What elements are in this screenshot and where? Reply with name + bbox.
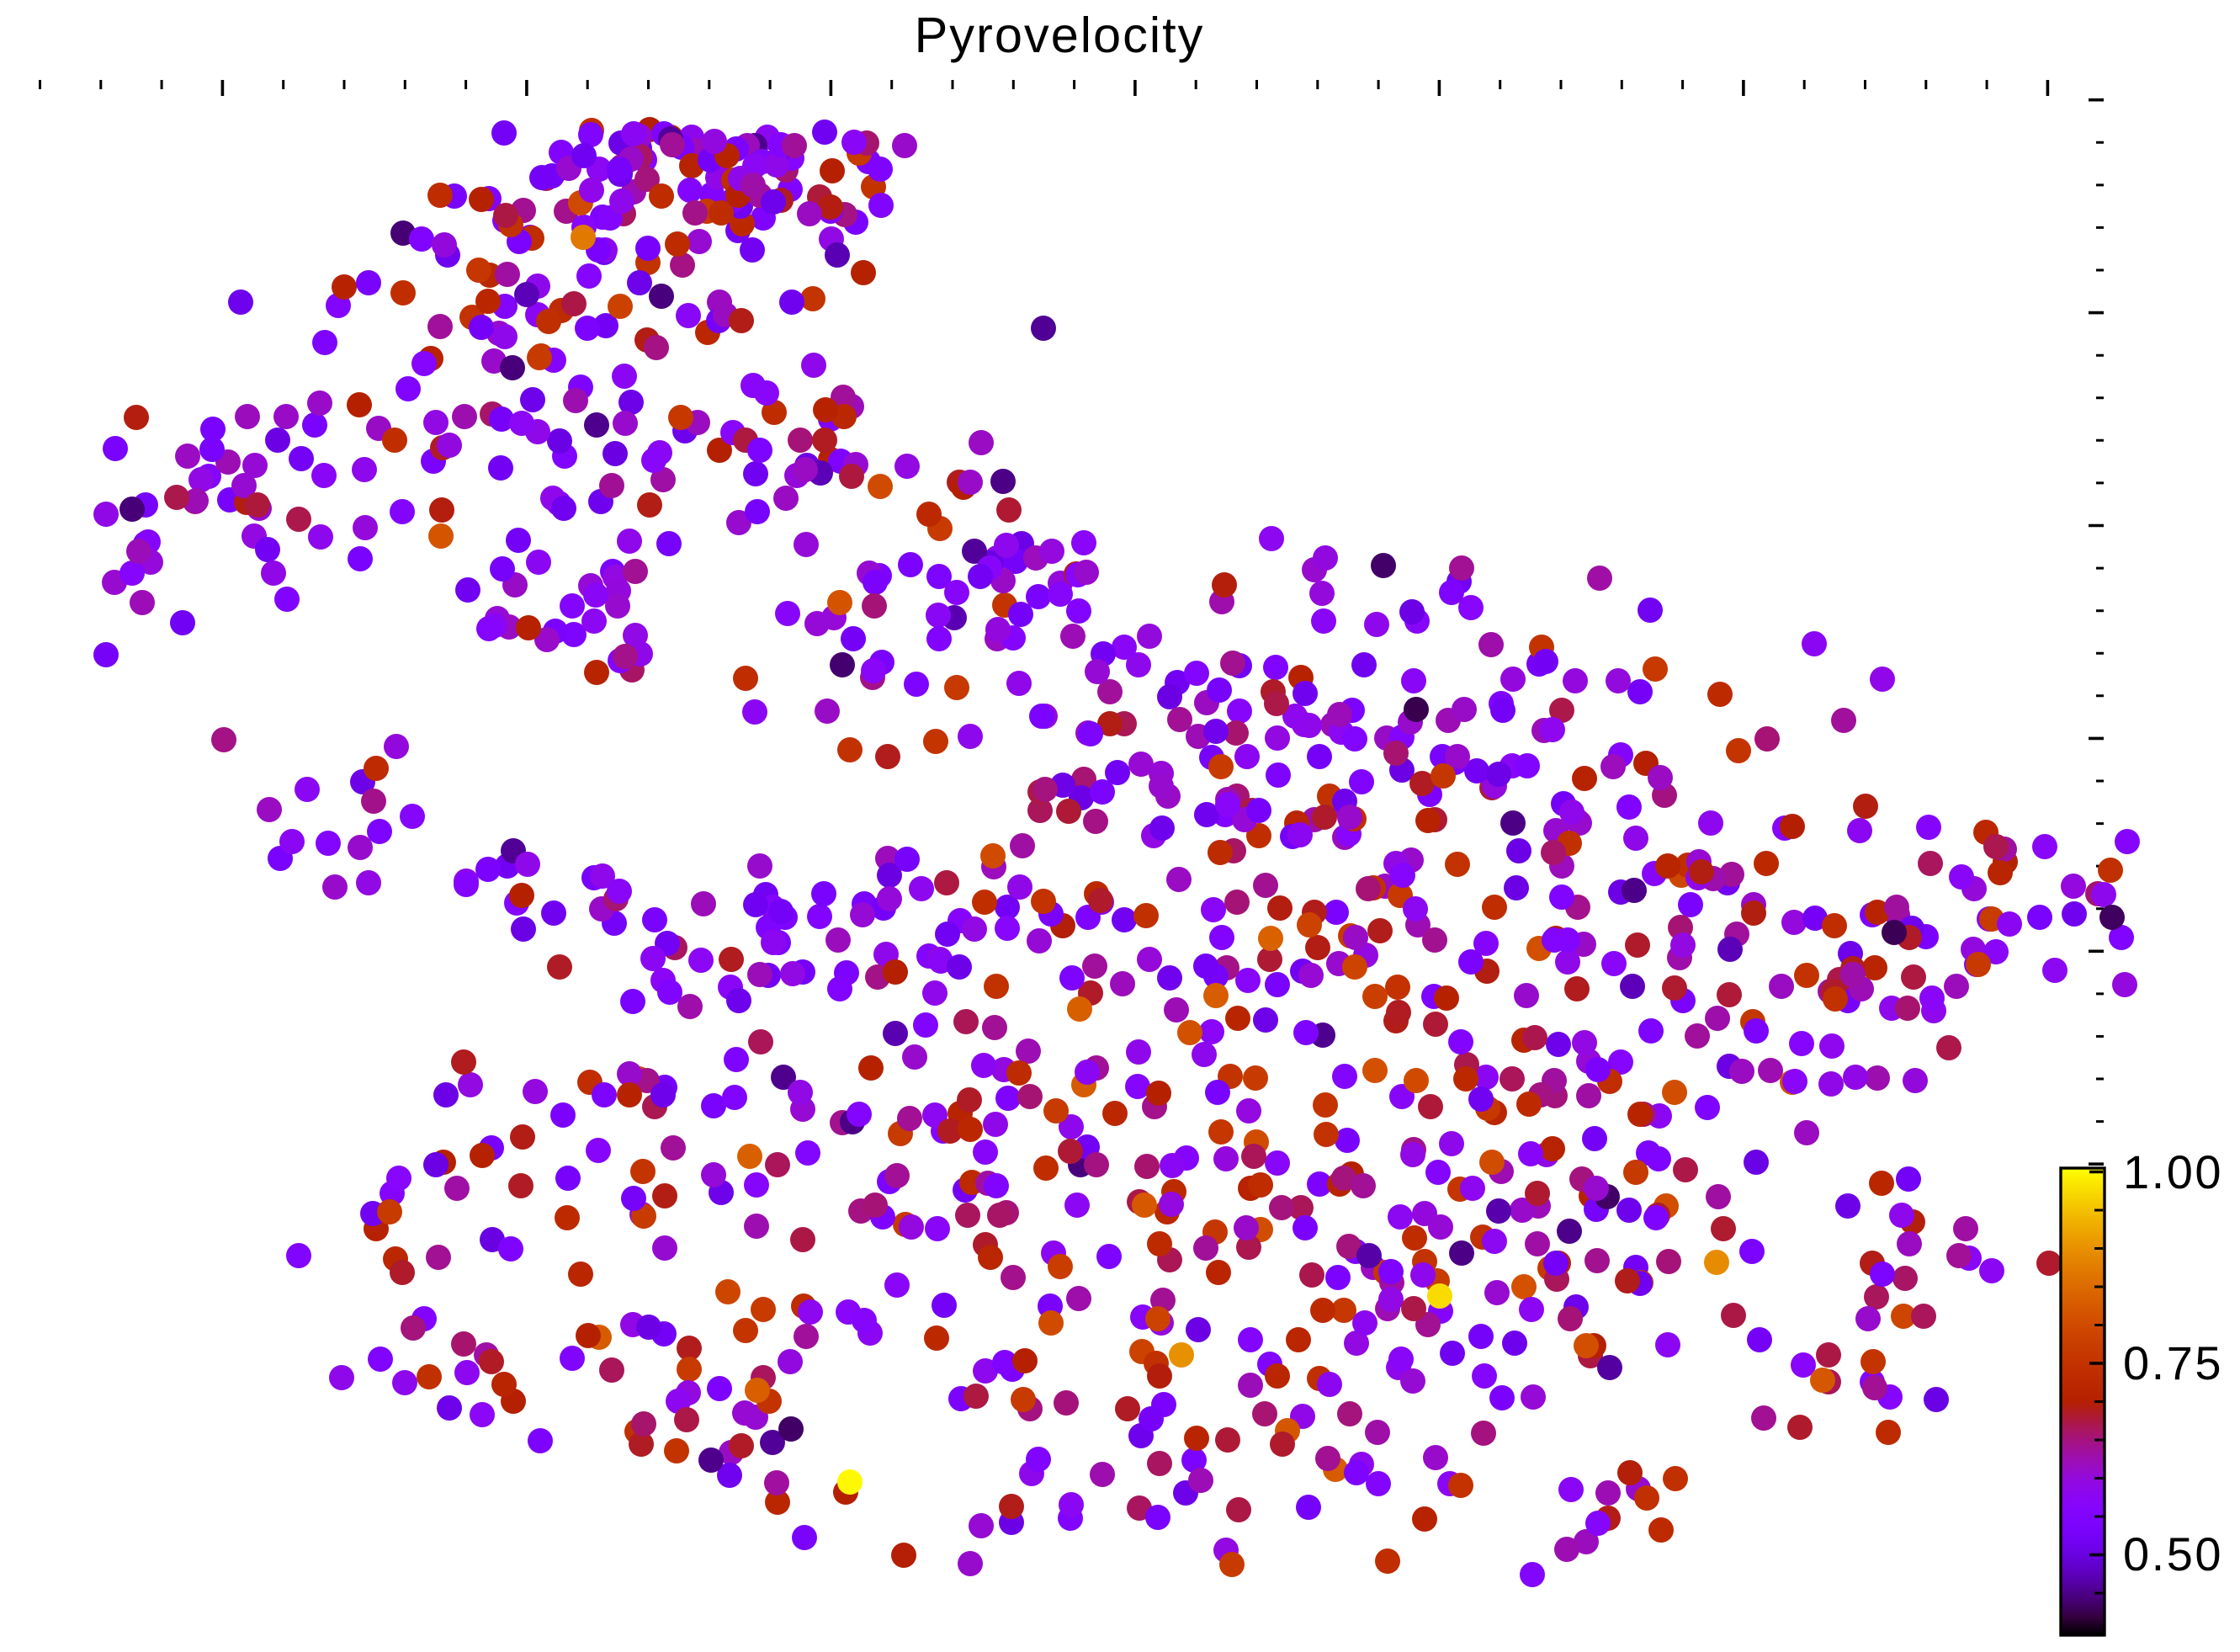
svg-text:1.00: 1.00 xyxy=(2123,1145,2223,1198)
svg-text:0.75: 0.75 xyxy=(2123,1336,2223,1389)
svg-text:Pyrovelocity: Pyrovelocity xyxy=(915,7,1205,63)
svg-text:0.50: 0.50 xyxy=(2123,1527,2223,1580)
